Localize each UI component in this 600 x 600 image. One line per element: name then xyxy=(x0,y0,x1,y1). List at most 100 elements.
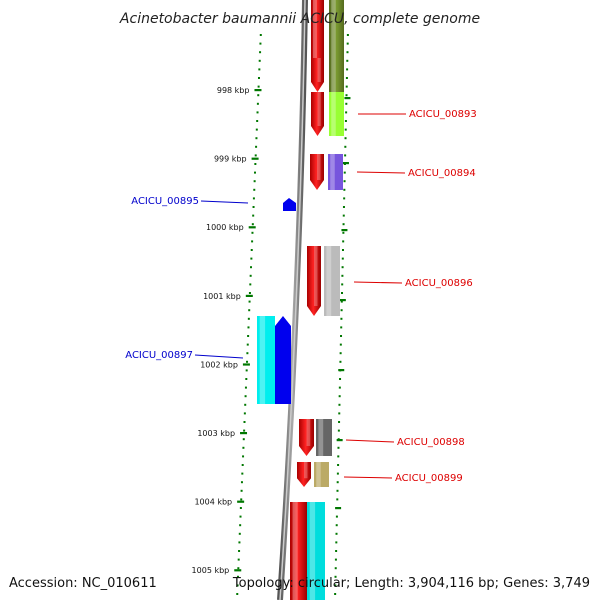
gene-features xyxy=(257,0,344,600)
minor-tick xyxy=(251,240,254,243)
minor-tick xyxy=(337,464,340,466)
major-tick xyxy=(237,500,245,503)
cds-arrow-00893-shine xyxy=(317,92,321,126)
minor-tick xyxy=(340,335,343,337)
minor-tick xyxy=(236,593,239,595)
cog-block-00896-shine xyxy=(326,246,332,316)
minor-tick xyxy=(341,274,344,277)
minor-tick xyxy=(339,343,342,346)
minor-tick xyxy=(340,317,343,320)
minor-tick xyxy=(244,386,247,389)
major-tick xyxy=(254,89,262,92)
cds-arrow-00896-shine xyxy=(314,246,318,306)
tick-label: 1001 kbp xyxy=(203,292,241,301)
major-tick xyxy=(336,439,343,442)
minor-tick xyxy=(341,266,344,269)
minor-tick xyxy=(253,171,256,174)
major-tick xyxy=(344,97,351,100)
minor-tick xyxy=(345,102,348,105)
minor-tick xyxy=(243,421,246,423)
minor-tick xyxy=(254,154,257,157)
minor-tick xyxy=(337,429,340,432)
minor-tick xyxy=(343,180,346,183)
minor-tick xyxy=(341,249,344,251)
minor-tick xyxy=(249,283,252,286)
cds-arrow-00899-shine xyxy=(304,462,308,479)
gene-label: ACICU_00897 xyxy=(125,350,193,361)
minor-tick xyxy=(250,249,253,251)
accession-text: Accession: NC_010611 xyxy=(9,576,157,591)
major-tick xyxy=(248,226,256,229)
cds-block-top-shine xyxy=(312,0,317,60)
minor-tick xyxy=(250,257,253,260)
minor-tick xyxy=(346,42,349,45)
minor-tick xyxy=(340,309,343,312)
minor-tick xyxy=(239,524,242,527)
major-tick xyxy=(245,294,253,297)
minor-tick xyxy=(340,326,343,329)
minor-tick xyxy=(248,292,251,294)
minor-tick xyxy=(252,214,255,217)
minor-tick xyxy=(257,94,260,97)
minor-tick xyxy=(256,111,259,114)
major-tick xyxy=(339,299,346,302)
minor-tick xyxy=(334,575,337,578)
tick-label: 1000 kbp xyxy=(206,223,244,232)
minor-tick xyxy=(242,446,245,449)
minor-tick xyxy=(259,51,262,54)
minor-tick xyxy=(336,481,339,484)
minor-tick xyxy=(252,197,255,200)
minor-tick xyxy=(248,309,251,312)
cog-block-00893-shine xyxy=(331,92,336,136)
coordinate-ruler: 998 kbp 999 kbp 1000 kbp 1001 kbp 1002 kbp 10… xyxy=(192,34,351,595)
minor-tick xyxy=(334,558,337,561)
minor-tick xyxy=(335,532,338,535)
topology-text: Topology: circular; Length: 3,904,116 bp… xyxy=(232,576,590,591)
minor-tick xyxy=(341,257,344,260)
major-tick xyxy=(240,432,248,435)
cds-arrow-top xyxy=(311,58,324,92)
minor-tick xyxy=(247,335,250,337)
cds-arrow-00896 xyxy=(307,246,321,316)
minor-tick xyxy=(250,266,253,269)
gene-label: ACICU_00895 xyxy=(131,196,199,207)
minor-tick xyxy=(244,395,247,398)
minor-tick xyxy=(255,145,258,148)
minor-tick xyxy=(240,489,243,492)
minor-tick xyxy=(339,352,342,355)
cog-block-00898-shine xyxy=(318,419,324,456)
minor-tick xyxy=(344,120,347,122)
minor-tick xyxy=(344,128,347,131)
minor-tick xyxy=(248,300,251,303)
cog-block-00894 xyxy=(328,154,343,190)
minor-tick xyxy=(243,429,246,432)
minor-tick xyxy=(237,567,240,570)
cds-arrow-00895 xyxy=(283,198,296,211)
cog-block-00897-shine xyxy=(259,316,266,404)
minor-tick xyxy=(256,102,259,105)
minor-tick xyxy=(342,240,345,243)
minor-tick xyxy=(246,360,249,363)
cds-block-top xyxy=(311,0,324,60)
cds-arrow-top-shine xyxy=(317,58,321,82)
minor-tick xyxy=(346,59,349,62)
minor-tick xyxy=(257,77,260,79)
minor-tick xyxy=(334,584,337,587)
callout-line xyxy=(343,476,393,479)
tick-label: 1004 kbp xyxy=(194,498,232,507)
minor-tick xyxy=(243,412,246,415)
minor-tick xyxy=(335,524,338,527)
cds-arrow-00899 xyxy=(297,462,311,487)
major-tick xyxy=(335,507,342,510)
minor-tick xyxy=(246,343,249,346)
minor-tick xyxy=(253,188,256,191)
cog-block-00899-shine xyxy=(316,462,321,487)
tick-label: 1005 kbp xyxy=(192,566,230,575)
callout-line xyxy=(353,281,403,284)
minor-tick xyxy=(249,274,252,277)
minor-tick xyxy=(338,412,341,415)
major-tick xyxy=(342,162,349,165)
callout-line xyxy=(356,171,406,174)
minor-tick xyxy=(336,498,339,501)
minor-tick xyxy=(342,206,345,208)
